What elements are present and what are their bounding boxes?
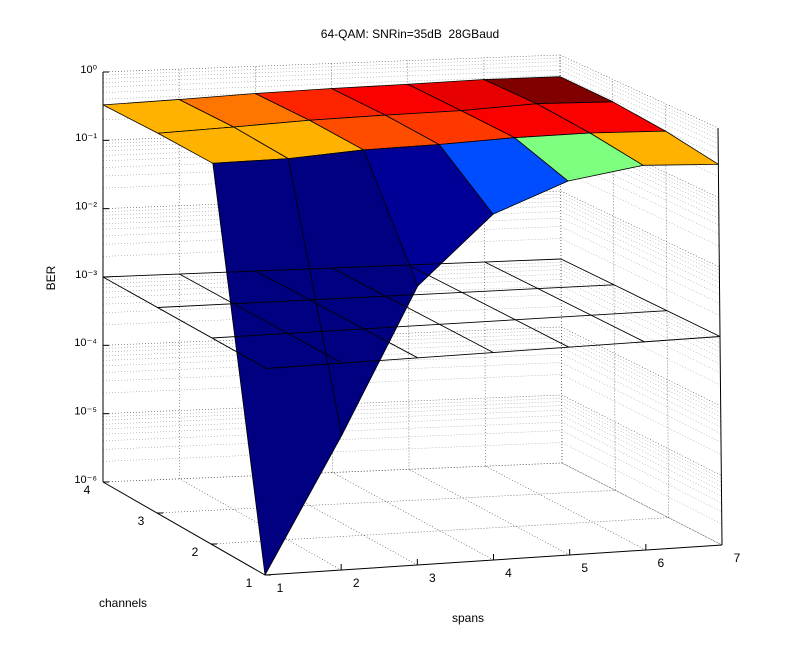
plane-line xyxy=(484,261,645,343)
minor-grid-line xyxy=(102,238,561,257)
minor-grid-line xyxy=(102,265,562,284)
minor-grid-line xyxy=(559,61,719,135)
x-tick-label: 3 xyxy=(429,571,436,585)
minor-grid-line xyxy=(559,65,719,139)
minor-grid-line xyxy=(560,238,720,316)
plane-line xyxy=(102,276,267,369)
minor-grid-line xyxy=(561,285,721,365)
grid-line xyxy=(102,54,561,73)
minor-grid-line xyxy=(102,65,561,83)
chart-title: 64-QAM: SNRin=35dB 28GBaud xyxy=(321,27,499,41)
minor-grid-line xyxy=(560,193,720,271)
minor-grid-line xyxy=(559,57,719,132)
z-tick-label: 10⁻⁶ xyxy=(74,474,97,486)
minor-grid-line xyxy=(560,149,720,226)
minor-grid-line xyxy=(560,158,720,235)
plane-line xyxy=(331,267,494,353)
surface-patch xyxy=(589,130,719,166)
minor-grid-line xyxy=(560,279,721,358)
grid-line xyxy=(559,54,719,129)
y-axis-label: channels xyxy=(99,596,147,610)
z-tick-label: 10⁻³ xyxy=(75,269,97,281)
minor-grid-line xyxy=(560,273,721,353)
plane-line xyxy=(157,284,615,308)
minor-grid-line xyxy=(560,129,719,205)
plane-line xyxy=(560,258,721,337)
y-tick-label: 2 xyxy=(192,545,199,559)
grid-line xyxy=(408,469,570,556)
plane-line xyxy=(266,336,721,369)
z-tick-label: 10⁻⁵ xyxy=(74,406,97,418)
minor-grid-line xyxy=(560,170,720,247)
x-tick-label: 5 xyxy=(581,561,588,575)
grid-line xyxy=(179,478,342,571)
minor-grid-line xyxy=(560,133,719,209)
z-tick-label: 10⁰ xyxy=(80,64,97,76)
x-tick-label: 2 xyxy=(353,576,360,590)
plane-line xyxy=(255,270,418,359)
x-tick-label: 1 xyxy=(277,581,284,595)
z-tick-label: 10⁻⁴ xyxy=(74,337,97,349)
minor-grid-line xyxy=(560,137,719,214)
minor-grid-line xyxy=(560,226,720,304)
x-tick-label: 7 xyxy=(734,551,741,565)
plane-line xyxy=(179,273,343,364)
x-axis-label: spans xyxy=(452,611,484,625)
minor-grid-line xyxy=(561,294,721,374)
minor-grid-line xyxy=(561,306,721,386)
x-tick-label: 4 xyxy=(505,566,512,580)
grid-line xyxy=(485,465,646,551)
minor-grid-line xyxy=(559,69,719,144)
y-axis xyxy=(102,481,266,576)
z-axis-label: BER xyxy=(44,265,58,290)
plane-line xyxy=(408,264,570,348)
grid-line xyxy=(332,472,494,561)
minor-grid-line xyxy=(560,269,721,348)
plane-line xyxy=(102,258,562,278)
minor-grid-line xyxy=(560,265,721,344)
minor-grid-line xyxy=(559,75,719,150)
minor-grid-line xyxy=(102,226,561,245)
minor-grid-line xyxy=(560,261,721,340)
z-tick-label: 10⁻² xyxy=(75,201,97,213)
grid-line xyxy=(560,190,720,268)
z-tick-label: 10⁻¹ xyxy=(75,132,97,144)
y-tick-label: 1 xyxy=(246,576,253,590)
x-tick-label: 6 xyxy=(657,556,664,570)
y-tick-label: 3 xyxy=(138,514,145,528)
y-tick-label: 4 xyxy=(84,483,91,497)
plane-line xyxy=(211,310,668,339)
minor-grid-line xyxy=(560,143,719,219)
